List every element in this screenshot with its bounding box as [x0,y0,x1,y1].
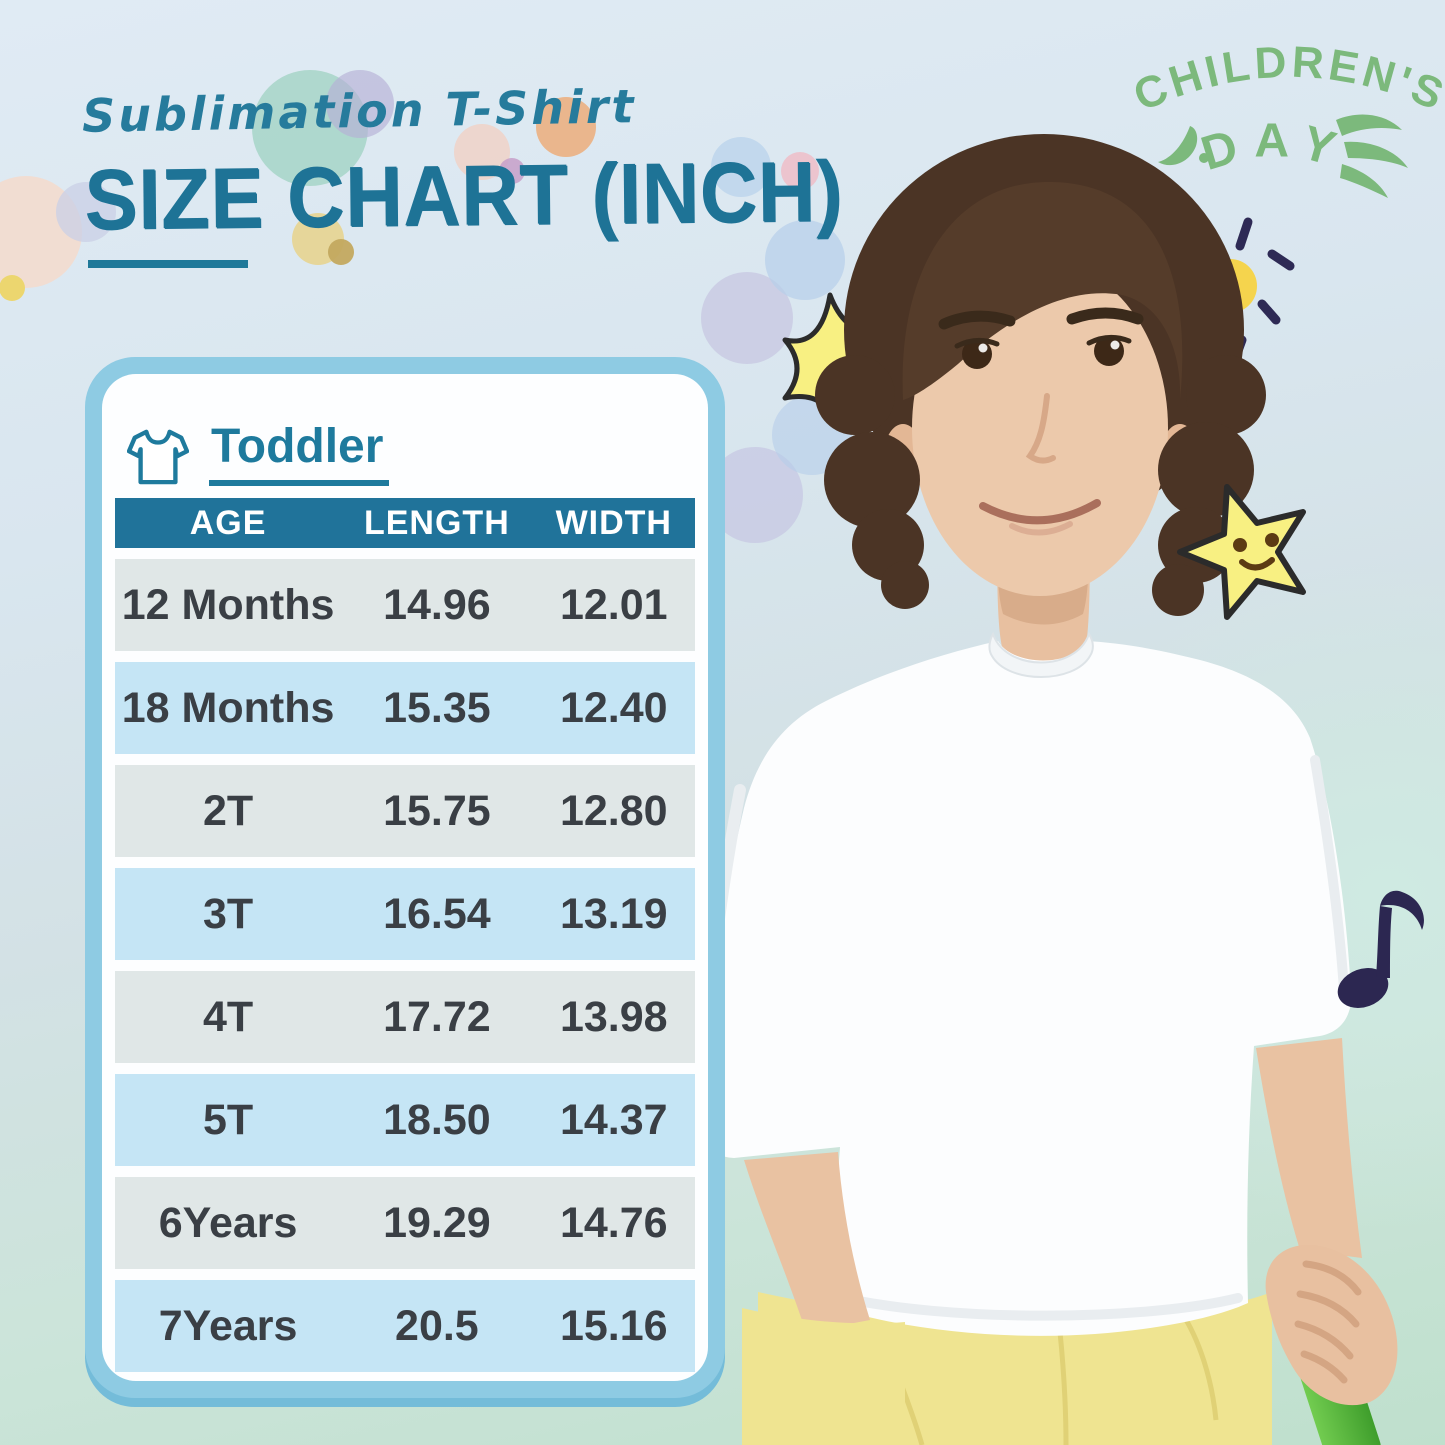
column-header-age: AGE [189,503,267,542]
table-row: 18 Months 15.35 12.40 [115,662,695,754]
page-title: SIZE CHART (INCH) [84,142,844,248]
column-header-length: LENGTH [363,503,510,542]
boy-photo-illustration [694,134,1398,1445]
cell-age: 6Years [158,1198,298,1247]
table-row: 5T 18.50 14.37 [115,1074,695,1166]
table-row: 3T 16.54 13.19 [115,868,695,960]
section-label: Toddler [209,421,390,486]
badge-line1: CHILDREN'S [1127,38,1445,122]
right-forearm [1256,1038,1362,1258]
cell-width: 12.40 [559,683,668,732]
cell-width: 12.01 [559,580,668,629]
splash-icon [1158,114,1408,198]
cell-width: 12.80 [559,786,668,835]
left-forearm [744,1152,870,1332]
cell-width: 14.76 [559,1198,668,1247]
cell-age: 12 Months [121,580,335,629]
table-row: 6Years 19.29 14.76 [115,1177,695,1269]
tshirt-icon [127,429,189,485]
table-row: 7Years 20.5 15.16 [115,1280,695,1372]
badge-line2: DAY [1195,114,1354,180]
cell-age: 2T [203,786,254,835]
cell-length: 16.54 [383,889,491,938]
cell-length: 20.5 [395,1301,479,1350]
cell-length: 17.72 [383,992,491,1041]
cell-length: 14.96 [383,580,491,629]
cell-width: 13.98 [559,992,668,1041]
cell-length: 19.29 [383,1198,491,1247]
face-features [938,307,1144,536]
column-header-width: WIDTH [555,503,672,542]
table-row: 12 Months 14.96 12.01 [115,559,695,651]
cell-age: 18 Months [121,683,335,732]
cell-width: 15.16 [559,1301,668,1350]
cell-length: 15.35 [383,683,491,732]
size-table-body: 12 Months 14.96 12.01 18 Months 15.35 12… [115,559,695,1372]
smiling-star-icon [1177,484,1306,620]
cell-age: 7Years [158,1301,298,1350]
size-chart-card-inner: Toddler AGE LENGTH WIDTH 12 Months 14.96… [102,374,708,1381]
cell-age: 4T [203,992,254,1041]
cell-width: 14.37 [559,1095,668,1144]
table-header: AGE LENGTH WIDTH [115,498,695,548]
table-row: 4T 17.72 13.98 [115,971,695,1063]
cell-age: 3T [203,889,254,938]
cell-age: 5T [203,1095,254,1144]
title-underline [88,260,248,268]
product-subtitle: Sublimation T-Shirt [81,79,637,143]
table-row: 2T 15.75 12.80 [115,765,695,857]
left-pocket [742,1308,905,1445]
section-header: Toddler [115,400,695,486]
cell-length: 18.50 [383,1095,491,1144]
music-note-icon [1337,890,1424,1008]
cell-width: 13.19 [559,889,668,938]
cell-length: 15.75 [383,786,491,835]
size-chart-card: Toddler AGE LENGTH WIDTH 12 Months 14.96… [85,357,725,1398]
right-hand [1265,1244,1398,1406]
childrens-day-badge: CHILDREN'S DAY [1127,38,1445,198]
